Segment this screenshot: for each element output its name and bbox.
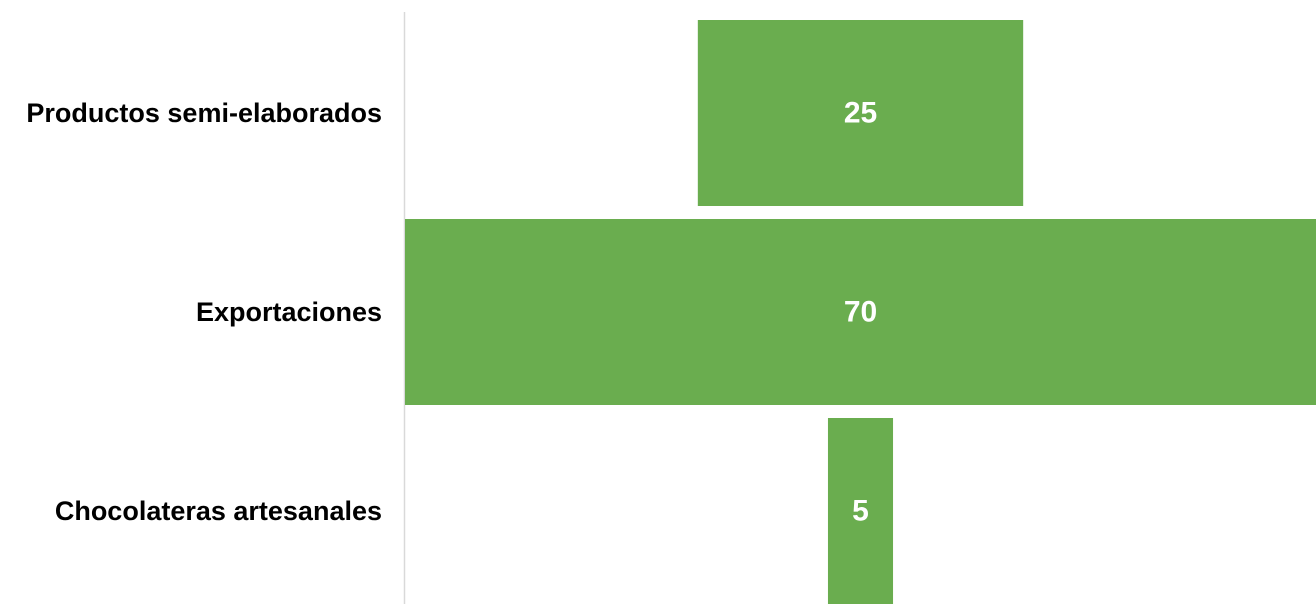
- bar-0: [697, 20, 1024, 206]
- category-label-2: Chocolateras artesanales: [55, 496, 382, 526]
- value-label-1: 70: [844, 296, 877, 329]
- labels-layer: 25 Productos semi-elaborados 70 Exportacion…: [26, 97, 877, 528]
- value-label-0: 25: [844, 97, 877, 130]
- category-label-1: Exportaciones: [196, 297, 382, 327]
- value-label-2: 5: [852, 495, 869, 528]
- bar-1: [405, 219, 1316, 405]
- category-label-0: Productos semi-elaborados: [26, 98, 382, 128]
- bar-2: [827, 418, 894, 604]
- bars-layer: [405, 20, 1316, 604]
